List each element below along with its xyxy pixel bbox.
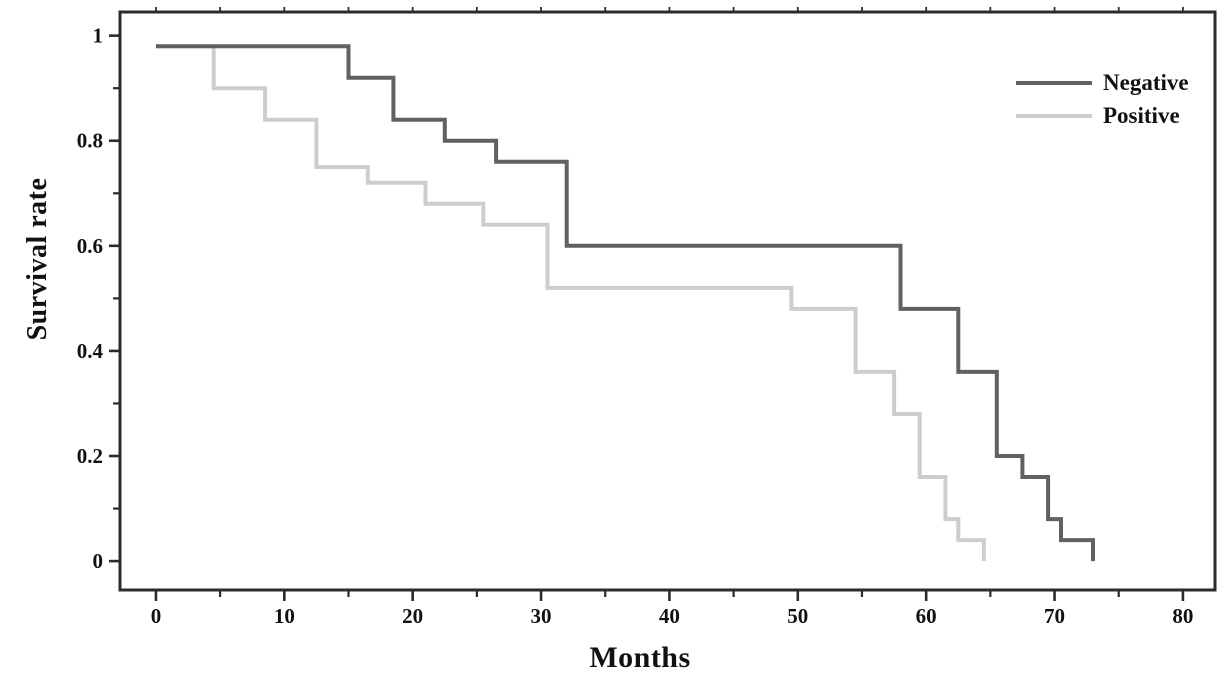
legend-label-negative: Negative: [1103, 69, 1189, 95]
x-tick-label: 30: [531, 604, 552, 628]
x-tick-label: 60: [916, 604, 937, 628]
x-tick-label: 40: [659, 604, 680, 628]
y-tick-label: 0.8: [77, 129, 103, 153]
curve-positive: [155, 44, 986, 562]
y-tick-label: 0.6: [77, 234, 103, 258]
legend-item-positive: Positive: [1016, 99, 1189, 132]
plot-frame: [118, 10, 1217, 592]
negative-line-swatch: [1016, 80, 1092, 85]
curve-negative: [155, 44, 1095, 562]
x-axis-title: Months: [589, 641, 691, 674]
legend: Negative Positive: [1016, 66, 1189, 132]
x-tick-label: 10: [274, 604, 295, 628]
positive-line-swatch: [1016, 113, 1092, 118]
y-tick-label: 0: [93, 549, 104, 573]
x-tick-label: 50: [787, 604, 808, 628]
x-tick-label: 70: [1044, 604, 1065, 628]
legend-item-negative: Negative: [1016, 66, 1189, 99]
y-tick-label: 0.2: [77, 444, 103, 468]
y-tick-label: 1: [93, 24, 104, 48]
legend-label-positive: Positive: [1103, 102, 1180, 128]
series-curves: [155, 44, 1095, 562]
y-axis-title: Survival rate: [22, 177, 53, 341]
y-tick-label: 0.4: [77, 339, 104, 363]
x-tick-label: 20: [402, 604, 423, 628]
axis-tick-labels: 0 10 20 30 40 50 60 70 80 0 0.2 0.4 0.6 0.8 1: [77, 24, 1194, 628]
x-tick-label: 80: [1172, 604, 1193, 628]
x-tick-label: 0: [151, 604, 162, 628]
